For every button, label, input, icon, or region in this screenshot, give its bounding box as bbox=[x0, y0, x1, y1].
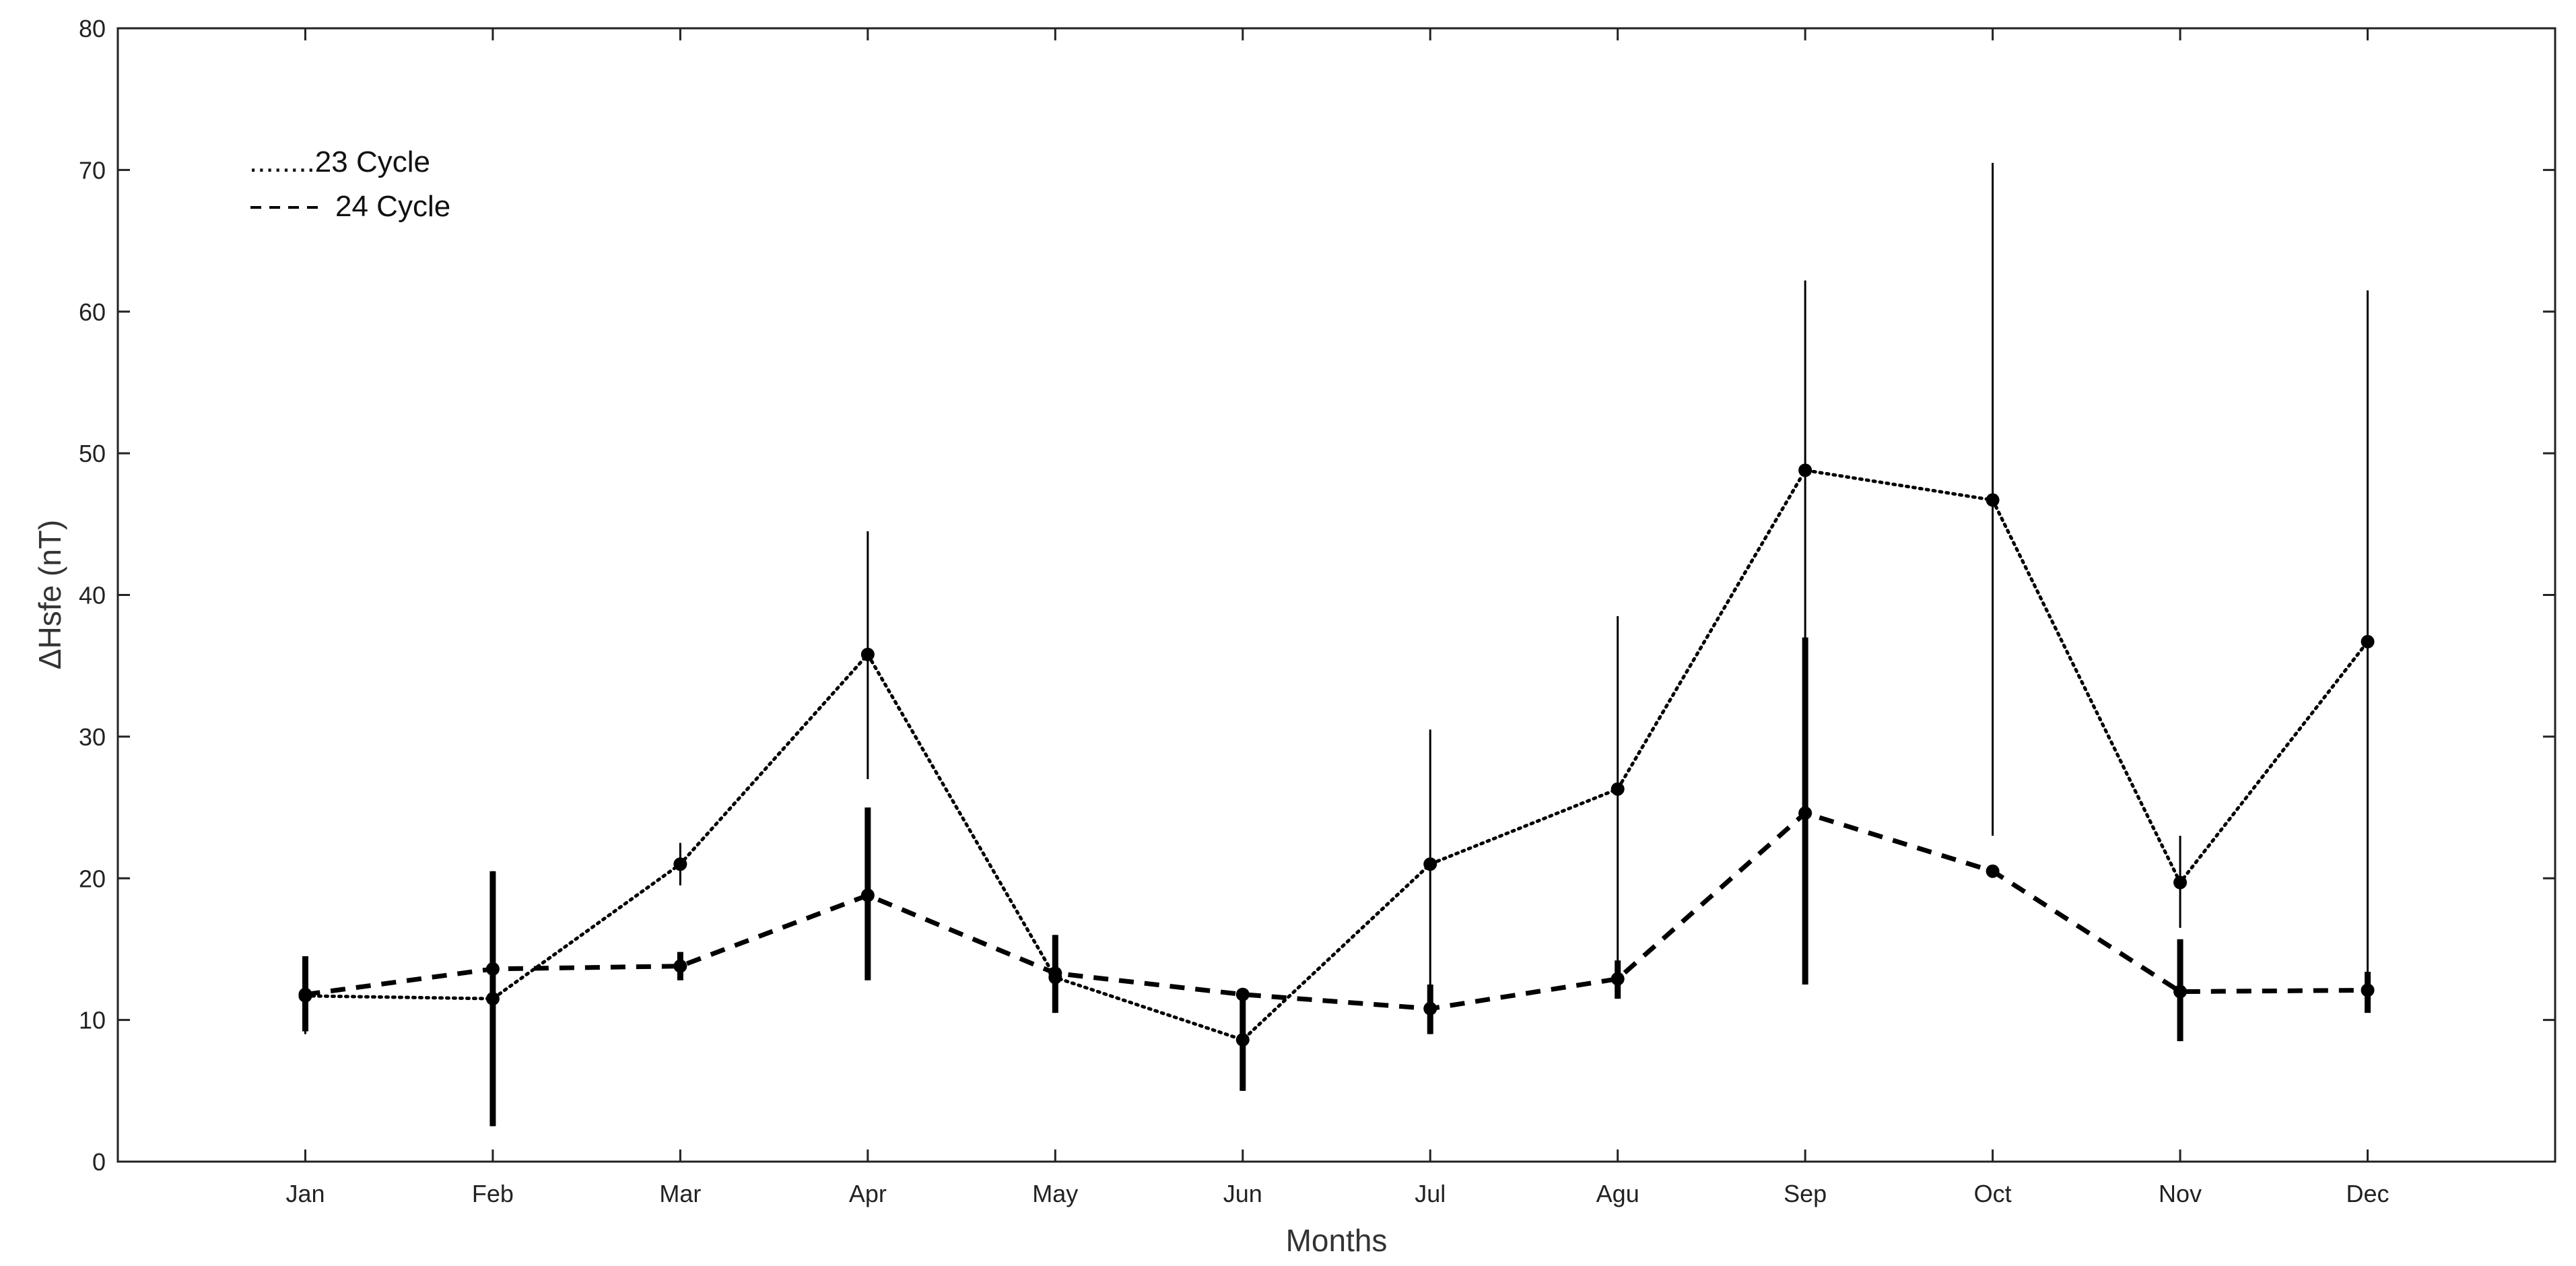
data-point bbox=[673, 959, 687, 973]
data-point bbox=[485, 962, 500, 976]
series-line bbox=[304, 810, 2368, 1011]
y-axis-title: ΔHsfe (nT) bbox=[32, 520, 67, 669]
data-point bbox=[1986, 493, 2000, 507]
x-tick-label: May bbox=[1032, 1180, 1078, 1207]
y-tick-label: 40 bbox=[79, 582, 106, 609]
series-layer bbox=[298, 162, 2375, 1127]
x-axis: Jan Feb Mar Apr May Jun Jul Agu Sep Oct Nov Dec bbox=[285, 28, 2389, 1207]
data-point bbox=[673, 857, 687, 871]
series-line bbox=[303, 468, 2370, 1042]
x-tick-label: Nov bbox=[2159, 1180, 2202, 1207]
x-tick-label: Oct bbox=[1974, 1180, 2012, 1207]
data-point bbox=[298, 987, 312, 1001]
x-tick-label: Mar bbox=[659, 1180, 701, 1207]
y-tick-label: 10 bbox=[79, 1007, 106, 1034]
x-axis-title: Months bbox=[1286, 1223, 1388, 1258]
legend-entry-24-cycle: 24 Cycle bbox=[250, 190, 450, 223]
y-tick-label: 20 bbox=[79, 865, 106, 892]
legend-label-24-cycle: 24 Cycle bbox=[335, 190, 450, 223]
data-point bbox=[2361, 634, 2375, 648]
legend: ........23 Cycle 24 Cycle bbox=[249, 145, 450, 223]
data-point bbox=[1611, 782, 1625, 796]
data-point bbox=[860, 888, 875, 902]
x-tick-label: Jul bbox=[1415, 1180, 1446, 1207]
y-tick-label: 60 bbox=[79, 298, 106, 326]
x-tick-label: Feb bbox=[472, 1180, 514, 1207]
x-tick-label: Agu bbox=[1596, 1180, 1639, 1207]
data-point bbox=[1611, 972, 1625, 986]
y-tick-label: 0 bbox=[92, 1148, 106, 1176]
y-tick-label: 50 bbox=[79, 440, 106, 467]
y-tick-label: 70 bbox=[79, 156, 106, 184]
data-point bbox=[1986, 864, 2000, 878]
x-tick-label: Sep bbox=[1784, 1180, 1827, 1207]
legend-entry-23-cycle: ........23 Cycle bbox=[249, 145, 430, 178]
legend-label-23-cycle: ........23 Cycle bbox=[249, 145, 430, 178]
data-point bbox=[2173, 875, 2188, 890]
x-tick-label: Dec bbox=[2346, 1180, 2389, 1207]
y-tick-label: 30 bbox=[79, 723, 106, 751]
data-point bbox=[1048, 966, 1062, 980]
data-point bbox=[2361, 983, 2375, 997]
x-tick-label: Jun bbox=[1223, 1180, 1262, 1207]
data-point bbox=[1423, 1001, 1437, 1015]
data-point bbox=[1423, 857, 1437, 871]
series-24-cycle bbox=[298, 637, 2375, 1127]
data-point bbox=[1798, 463, 1812, 477]
data-point bbox=[860, 647, 875, 661]
y-axis: 0 10 20 30 40 50 60 70 80 bbox=[79, 15, 2555, 1176]
y-tick-label: 80 bbox=[79, 15, 106, 42]
x-tick-label: Apr bbox=[849, 1180, 887, 1207]
data-point bbox=[1235, 987, 1250, 1001]
x-tick-label: Jan bbox=[285, 1180, 325, 1207]
data-point bbox=[2173, 985, 2188, 999]
data-point bbox=[1798, 806, 1812, 820]
